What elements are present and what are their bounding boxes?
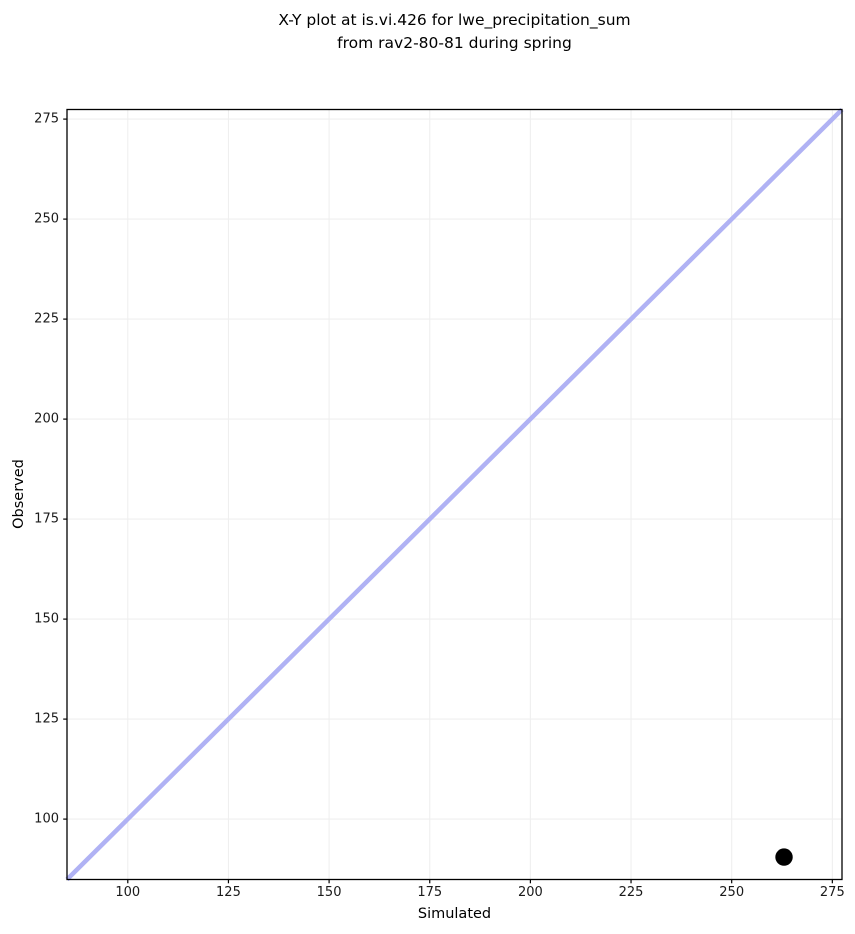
x-axis-label: Simulated: [417, 906, 492, 922]
x-tick-label: 150: [316, 885, 342, 900]
y-tick-label: 175: [34, 511, 59, 527]
y-axis-label: Observed: [11, 459, 27, 529]
x-tick-label: 175: [417, 885, 443, 900]
y-tick-label: 225: [34, 311, 59, 327]
x-tick-label: 225: [618, 885, 644, 900]
x-tick-label: 100: [115, 885, 141, 900]
chart-title-line2: from rav2-80-81 during spring: [337, 34, 572, 52]
x-tick-label: 275: [819, 885, 845, 900]
y-tick-label: 250: [34, 211, 59, 227]
y-tick-label: 100: [34, 811, 59, 827]
y-tick-label: 275: [34, 111, 59, 127]
chart-title-line1: X-Y plot at is.vi.426 for lwe_precipitat…: [278, 11, 631, 29]
y-tick-label: 125: [34, 711, 59, 727]
y-tick-label: 150: [34, 611, 59, 627]
x-tick-label: 125: [216, 885, 241, 900]
identity-line: [65, 107, 844, 882]
x-tick-label: 200: [517, 885, 543, 900]
chart-title: X-Y plot at is.vi.426 for lwe_precipitat…: [67, 9, 842, 55]
x-tick-label: 250: [719, 885, 745, 900]
data-point: [775, 848, 793, 866]
plot-spines: [66, 108, 843, 881]
y-tick-label: 200: [34, 411, 59, 427]
